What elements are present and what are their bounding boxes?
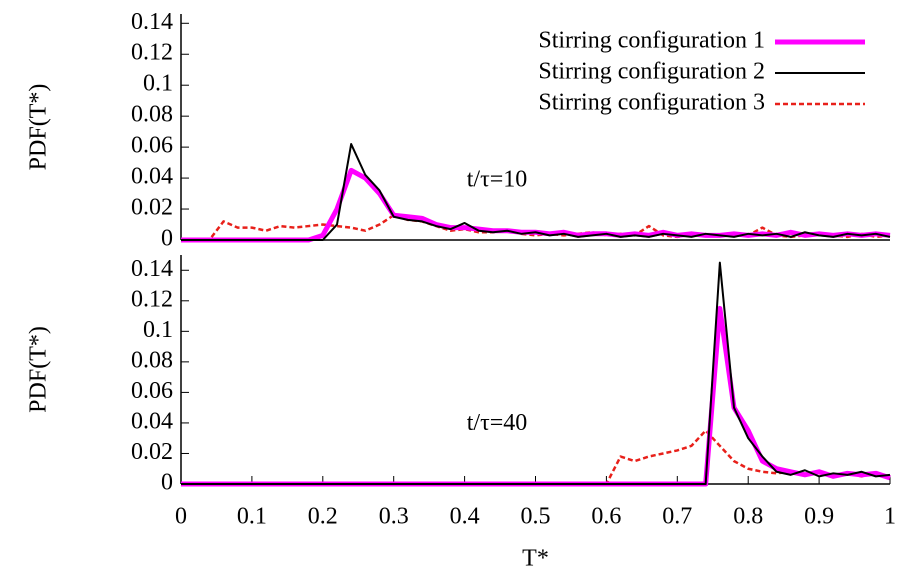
x-tick-label: 0.7 [662,504,692,530]
y-tick-label: 0.1 [143,317,173,343]
y-tick-label: 0.06 [131,133,173,159]
series-line [181,167,891,243]
x-tick-label: 0.5 [521,504,551,530]
x-tick-label: 0 [175,504,187,530]
y-tick-label: 0 [161,470,173,496]
series-line [181,261,891,485]
y-tick-label: 0.1 [143,71,173,97]
y-tick-label: 0.02 [131,195,173,221]
legend-label: Stirring configuration 1 [538,28,765,54]
x-tick-label: 0.9 [804,504,834,530]
annotation: t/τ=10 [467,167,528,193]
series-line [181,143,891,241]
y-tick-label: 0.12 [131,40,173,66]
x-tick-label: 0.8 [733,504,763,530]
y-axis-label: PDF(T*) [26,326,52,413]
y-tick-label: 0.08 [131,347,173,373]
x-axis-label: T* [522,546,549,572]
y-axis-label: PDF(T*) [26,84,52,171]
y-tick-label: 0.14 [131,9,173,35]
y-tick-label: 0.12 [131,286,173,312]
x-tick-label: 0.2 [308,504,338,530]
y-tick-label: 0.04 [131,164,173,190]
legend-label: Stirring configuration 3 [538,90,765,116]
y-tick-label: 0.08 [131,102,173,128]
series-line [181,429,891,486]
y-tick-label: 0 [161,226,173,252]
x-tick-label: 0.3 [379,504,409,530]
y-tick-label: 0.14 [131,256,173,282]
x-tick-label: 0.6 [591,504,621,530]
legend-label: Stirring configuration 2 [538,59,765,85]
y-tick-label: 0.04 [131,408,173,434]
x-tick-label: 1 [884,504,896,530]
x-tick-label: 0.4 [450,504,480,530]
series-line [181,305,891,487]
annotation: t/τ=40 [467,410,528,436]
y-tick-label: 0.02 [131,439,173,465]
y-tick-label: 0.06 [131,378,173,404]
x-tick-label: 0.1 [237,504,267,530]
